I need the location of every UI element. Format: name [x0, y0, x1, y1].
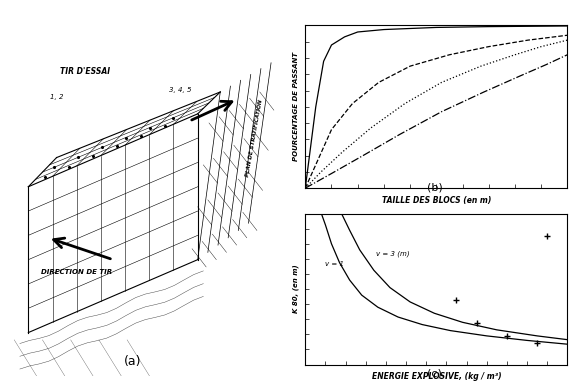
- Y-axis label: K 80, (en m): K 80, (en m): [293, 265, 299, 314]
- Text: v = 3 (m): v = 3 (m): [376, 250, 410, 257]
- Text: 3, 4, 5: 3, 4, 5: [169, 87, 192, 93]
- X-axis label: ENERGIE EXPLOSIVE, (kg / m³): ENERGIE EXPLOSIVE, (kg / m³): [372, 372, 501, 381]
- Text: 1, 2: 1, 2: [50, 94, 63, 100]
- Text: (b): (b): [427, 182, 443, 192]
- Text: TIR D'ESSAI: TIR D'ESSAI: [60, 67, 110, 76]
- Y-axis label: POURCENTAGE DE PASSANT: POURCENTAGE DE PASSANT: [293, 52, 299, 162]
- Text: DIRECTION DE TIR: DIRECTION DE TIR: [41, 269, 112, 275]
- X-axis label: TAILLE DES BLOCS (en m): TAILLE DES BLOCS (en m): [382, 196, 491, 205]
- Text: (a): (a): [124, 356, 142, 368]
- Text: (c): (c): [427, 368, 442, 378]
- Text: PLAN DE STRATIFICATION: PLAN DE STRATIFICATION: [245, 99, 263, 177]
- Text: v = 1: v = 1: [325, 261, 344, 267]
